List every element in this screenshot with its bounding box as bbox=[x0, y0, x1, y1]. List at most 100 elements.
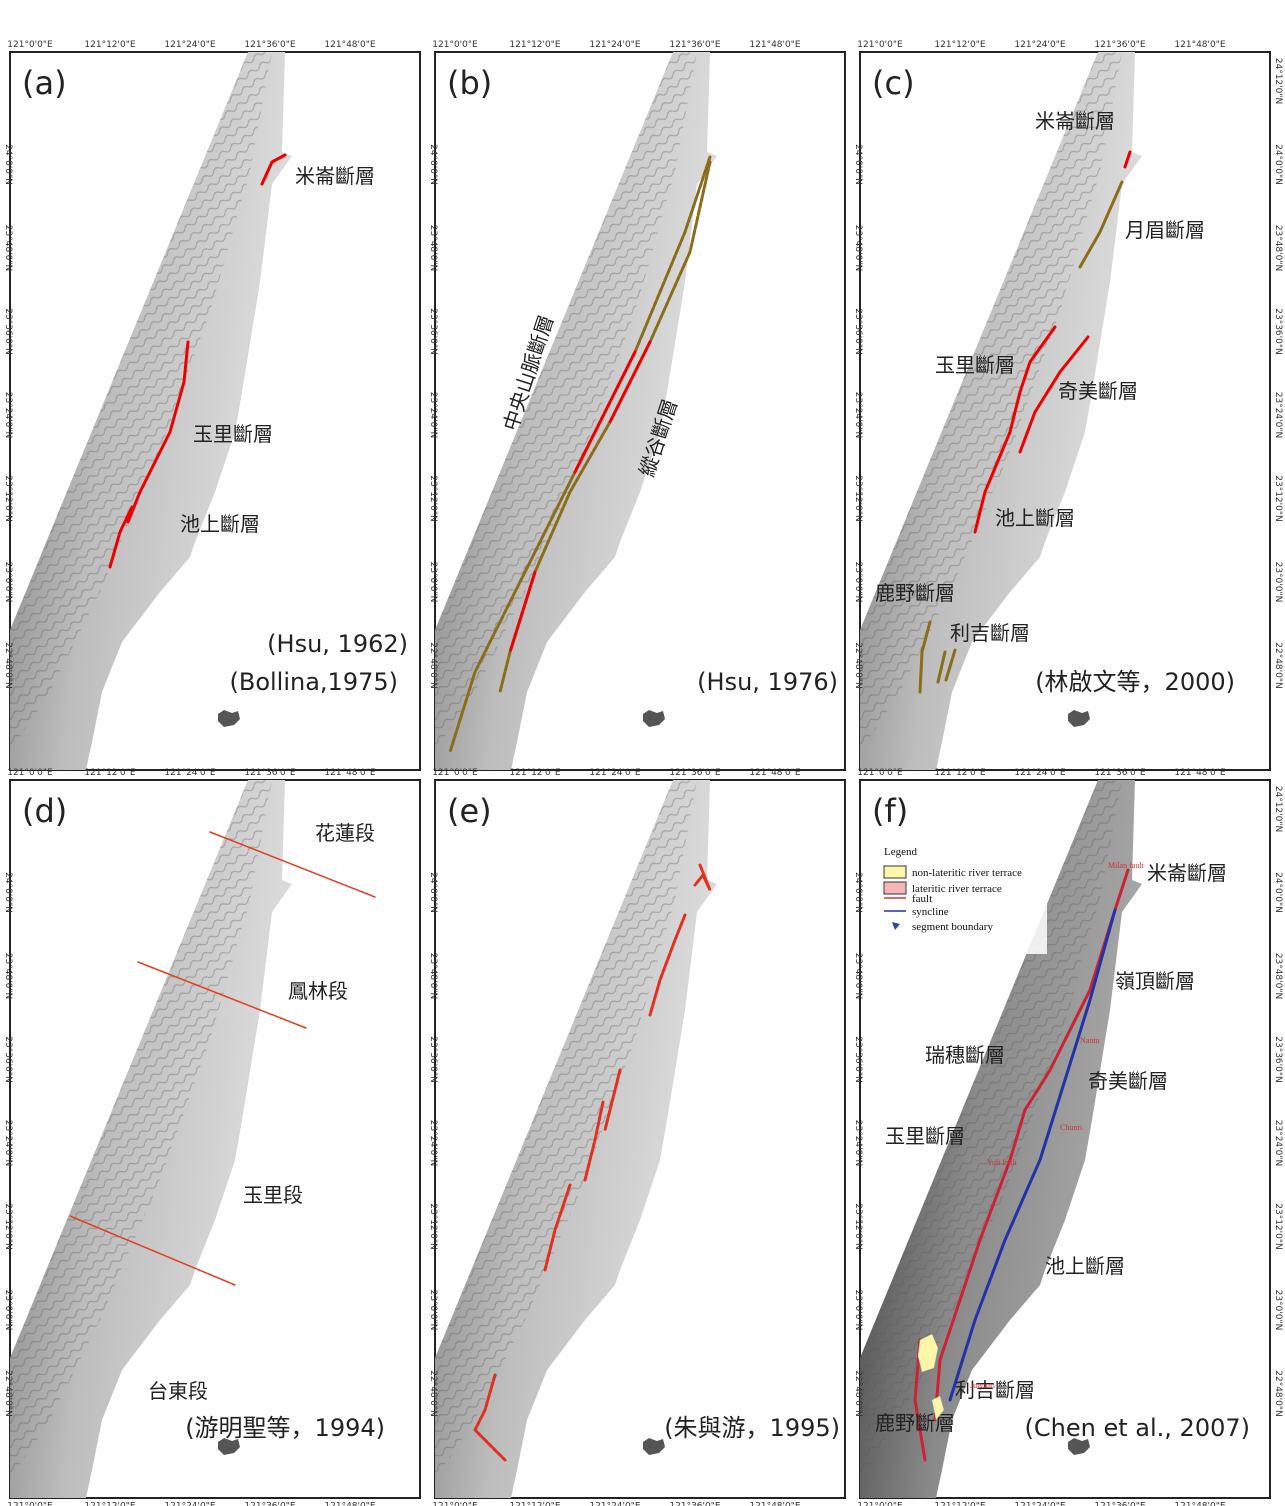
latitude-label: 23°12'0"N bbox=[3, 1203, 13, 1249]
legend-item: segment boundary bbox=[912, 921, 993, 933]
longitude-label: 121°24'0"E bbox=[589, 768, 640, 778]
latitude-label: 24°0'0"N bbox=[853, 872, 863, 913]
latitude-label: 23°24'0"N bbox=[853, 392, 863, 438]
latitude-label: 23°48'0"N bbox=[853, 225, 863, 271]
latitude-label: 23°12'0"N bbox=[1273, 475, 1283, 521]
panel-label: (b) bbox=[447, 64, 492, 102]
fault-label: 玉里斷層 bbox=[193, 422, 273, 446]
figure: (a)米崙斷層玉里斷層池上斷層(Hsu, 1962)(Bollina,1975)… bbox=[0, 0, 1285, 1506]
latitude-label: 23°36'0"N bbox=[428, 1036, 438, 1082]
map-label: Nantu bbox=[1080, 1036, 1100, 1045]
latitude-label: 23°0'0"N bbox=[3, 562, 13, 603]
latitude-label: 23°0'0"N bbox=[1273, 1290, 1283, 1331]
latitude-label: 23°24'0"N bbox=[3, 392, 13, 438]
longitude-label: 121°36'0"E bbox=[244, 1502, 295, 1506]
latitude-label: 22°48'0"N bbox=[1273, 642, 1283, 688]
citation: (Hsu, 1976) bbox=[697, 668, 838, 696]
longitude-label: 121°36'0"E bbox=[669, 1502, 720, 1506]
legend-title: Legend bbox=[884, 846, 917, 858]
latitude-label: 23°36'0"N bbox=[428, 308, 438, 354]
latitude-label: 23°36'0"N bbox=[853, 1036, 863, 1082]
latitude-label: 23°0'0"N bbox=[853, 1290, 863, 1331]
latitude-label: 24°0'0"N bbox=[853, 144, 863, 185]
fault-label: 花蓮段 bbox=[315, 821, 375, 845]
map-label: Yuli fault bbox=[987, 1158, 1018, 1167]
longitude-label: 121°36'0"E bbox=[669, 768, 720, 778]
latitude-label: 23°12'0"N bbox=[853, 475, 863, 521]
latitude-label: 22°48'0"N bbox=[428, 1370, 438, 1416]
fault-label: 台東段 bbox=[148, 1379, 208, 1403]
latitude-label: 23°48'0"N bbox=[1273, 953, 1283, 999]
longitude-label: 121°12'0"E bbox=[84, 1502, 135, 1506]
latitude-label: 23°24'0"N bbox=[428, 1120, 438, 1166]
legend-swatch bbox=[884, 866, 906, 878]
map-label: Chunri bbox=[1060, 1123, 1083, 1132]
map-panel: (e) (朱與游，1995) bbox=[435, 780, 845, 1498]
latitude-label: 23°36'0"N bbox=[3, 1036, 13, 1082]
longitude-label: 121°24'0"E bbox=[1014, 768, 1065, 778]
fault-label: 米崙斷層 bbox=[1035, 109, 1115, 133]
legend-item: syncline bbox=[912, 906, 949, 918]
fault-label: 玉里斷層 bbox=[885, 1124, 965, 1148]
latitude-label: 23°0'0"N bbox=[1273, 562, 1283, 603]
longitude-label: 121°36'0"E bbox=[1094, 1502, 1145, 1506]
longitude-label: 121°48'0"E bbox=[324, 768, 375, 778]
panel-label: (e) bbox=[447, 792, 492, 830]
longitude-label: 121°12'0"E bbox=[934, 768, 985, 778]
latitude-label: 24°0'0"N bbox=[3, 144, 13, 185]
latitude-label: 23°0'0"N bbox=[428, 562, 438, 603]
map-label: Juiyuan bbox=[970, 1381, 995, 1390]
fault-label: 瑞穗斷層 bbox=[925, 1043, 1005, 1067]
longitude-label: 121°24'0"E bbox=[1014, 40, 1065, 50]
longitude-label: 121°0'0"E bbox=[857, 768, 903, 778]
longitude-label: 121°36'0"E bbox=[244, 40, 295, 50]
legend-item: non-lateritic river terrace bbox=[912, 867, 1022, 879]
fault-label: 玉里段 bbox=[243, 1183, 303, 1207]
latitude-label: 23°24'0"N bbox=[428, 392, 438, 438]
longitude-label: 121°12'0"E bbox=[509, 768, 560, 778]
latitude-label: 23°48'0"N bbox=[3, 225, 13, 271]
citation: (朱與游，1995) bbox=[664, 1414, 840, 1442]
latitude-label: 23°36'0"N bbox=[3, 308, 13, 354]
latitude-label: 23°12'0"N bbox=[3, 475, 13, 521]
latitude-label: 23°36'0"N bbox=[853, 308, 863, 354]
fault-label: 池上斷層 bbox=[1045, 1254, 1125, 1278]
fault-label: 池上斷層 bbox=[180, 512, 260, 536]
latitude-label: 24°0'0"N bbox=[1273, 872, 1283, 913]
latitude-label: 23°48'0"N bbox=[1273, 225, 1283, 271]
fault-label: 奇美斷層 bbox=[1058, 379, 1138, 403]
latitude-label: 24°0'0"N bbox=[3, 872, 13, 913]
latitude-label: 23°36'0"N bbox=[1273, 308, 1283, 354]
latitude-label: 22°48'0"N bbox=[1273, 1370, 1283, 1416]
longitude-label: 121°12'0"E bbox=[934, 1502, 985, 1506]
latitude-label: 23°24'0"N bbox=[3, 1120, 13, 1166]
latitude-label: 23°12'0"N bbox=[1273, 1203, 1283, 1249]
latitude-label: 23°12'0"N bbox=[428, 475, 438, 521]
latitude-label: 24°0'0"N bbox=[1273, 144, 1283, 185]
citation: (游明聖等，1994) bbox=[185, 1414, 385, 1442]
longitude-label: 121°12'0"E bbox=[84, 40, 135, 50]
longitude-label: 121°24'0"E bbox=[164, 768, 215, 778]
longitude-label: 121°0'0"E bbox=[7, 1502, 53, 1506]
longitude-label: 121°0'0"E bbox=[857, 40, 903, 50]
longitude-label: 121°24'0"E bbox=[164, 40, 215, 50]
longitude-label: 121°48'0"E bbox=[1174, 768, 1225, 778]
longitude-label: 121°48'0"E bbox=[324, 1502, 375, 1506]
map-panel: (b)中央山脈斷層縱谷斷層(Hsu, 1976) bbox=[435, 52, 845, 770]
latitude-label: 23°48'0"N bbox=[853, 953, 863, 999]
latitude-label: 24°0'0"N bbox=[428, 144, 438, 185]
latitude-label: 23°48'0"N bbox=[3, 953, 13, 999]
panel-label: (d) bbox=[22, 792, 67, 830]
fault-label: 鳳林段 bbox=[288, 979, 348, 1003]
fault-label: 月眉斷層 bbox=[1125, 218, 1205, 242]
citation: (Chen et al., 2007) bbox=[1025, 1414, 1250, 1442]
longitude-label: 121°48'0"E bbox=[324, 40, 375, 50]
legend: Legendnon-lateritic river terracelaterit… bbox=[882, 842, 1047, 954]
longitude-label: 121°48'0"E bbox=[1174, 1502, 1225, 1506]
latitude-label: 23°24'0"N bbox=[1273, 1120, 1283, 1166]
fault-label: 鹿野斷層 bbox=[875, 581, 955, 605]
fault-label: 玉里斷層 bbox=[935, 353, 1015, 377]
longitude-label: 121°12'0"E bbox=[934, 40, 985, 50]
latitude-label: 23°48'0"N bbox=[428, 953, 438, 999]
